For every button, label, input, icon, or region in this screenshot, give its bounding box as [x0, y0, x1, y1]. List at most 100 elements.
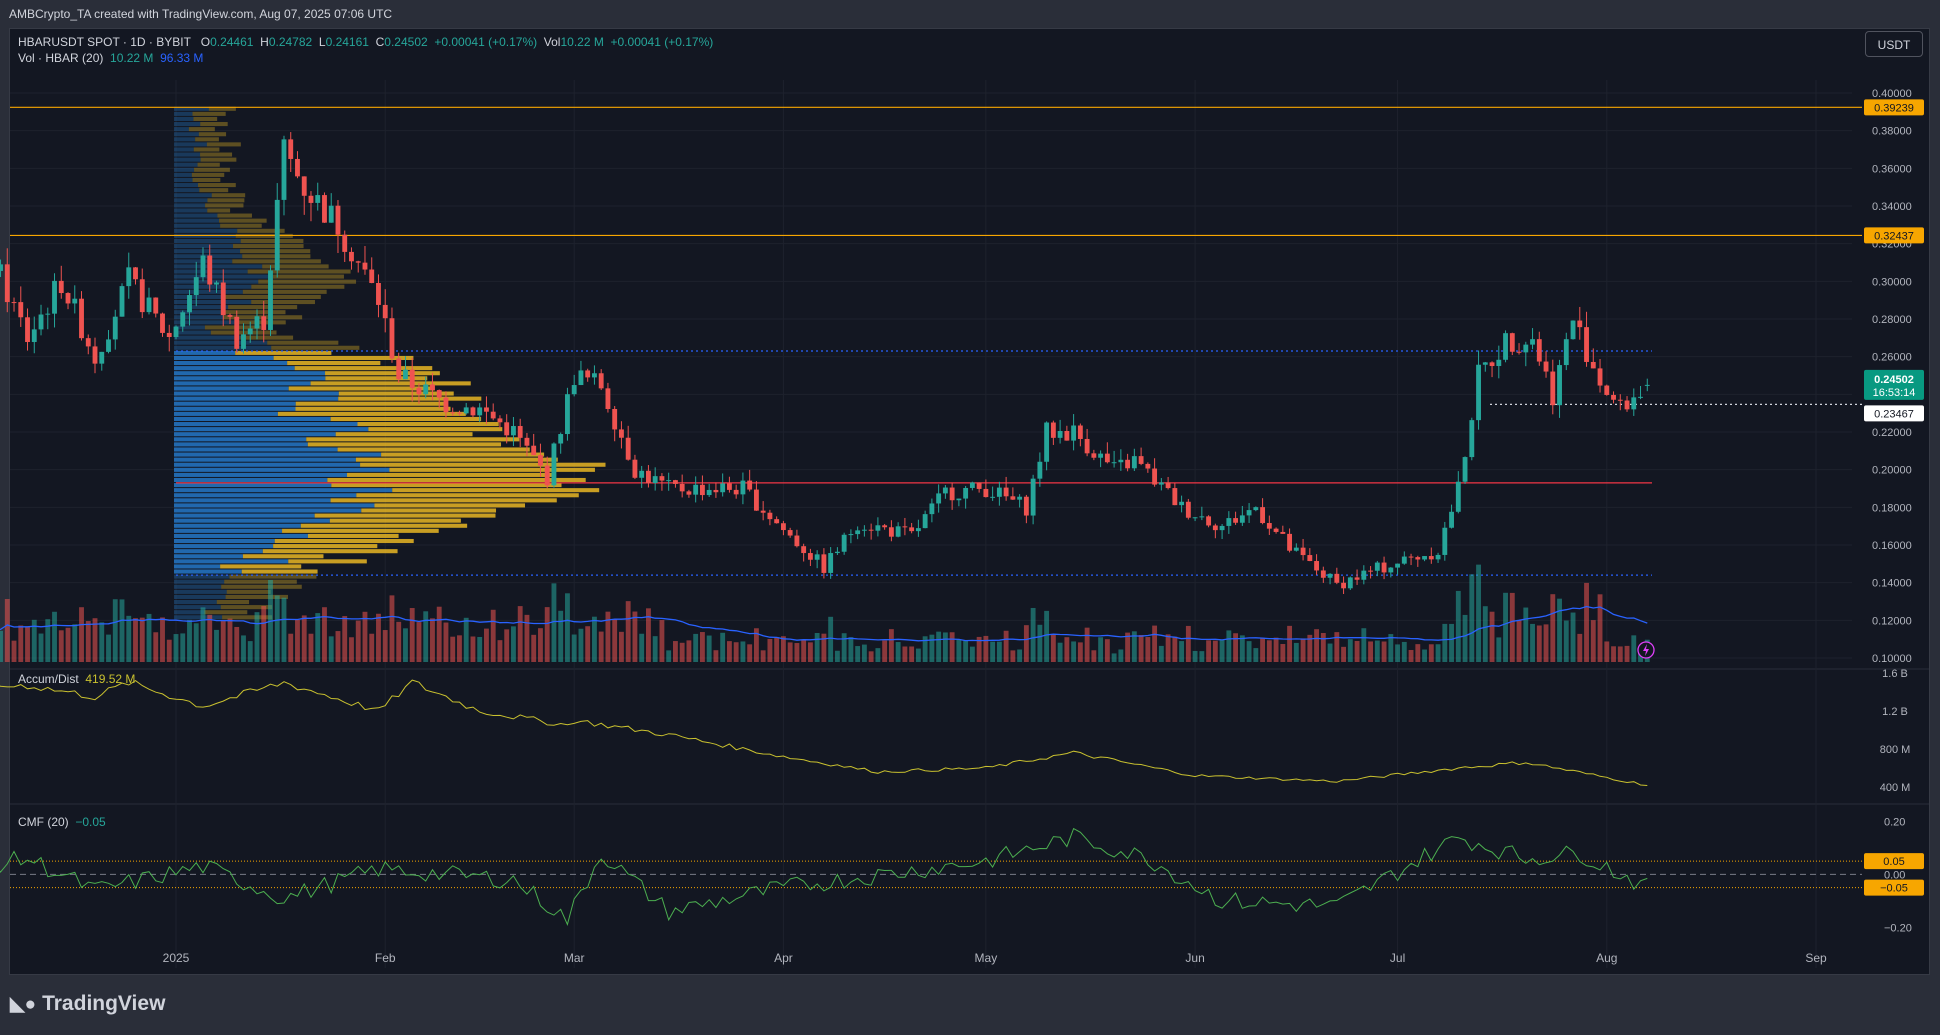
- volume-profile-bar-buy: [174, 371, 326, 376]
- volume-profile-bar-sell: [277, 411, 466, 416]
- volume-bar: [834, 650, 840, 662]
- candle-body: [1003, 487, 1009, 497]
- volume-profile-bar-buy: [174, 544, 274, 549]
- candle-body: [72, 298, 78, 304]
- volume-bar: [133, 618, 138, 662]
- volume-bar: [1408, 649, 1414, 662]
- candle-body: [895, 526, 901, 537]
- candle-body: [241, 334, 246, 349]
- volume-profile-bar-sell: [198, 183, 236, 188]
- candle-body: [396, 358, 402, 380]
- volume-bar: [403, 628, 408, 662]
- volume-bar: [1428, 644, 1434, 662]
- volume-profile-bar-sell: [191, 172, 225, 177]
- price-axis-tick: 0.20000: [1872, 465, 1912, 477]
- volume-bar: [45, 619, 51, 662]
- volume-bar: [227, 618, 233, 662]
- volume-profile-bar-sell: [216, 599, 250, 605]
- lightning-icon-bolt: [1643, 644, 1649, 656]
- volume-bar: [1077, 642, 1083, 662]
- ohlc-legend: HBARUSDT SPOT · 1D · BYBIT O0.24461 H0.2…: [18, 35, 713, 49]
- cmf-legend: CMF (20) −0.05: [18, 815, 106, 829]
- candle-body: [1449, 511, 1454, 528]
- candle-body: [403, 369, 408, 380]
- volume-profile-bar-sell: [225, 294, 321, 299]
- candle-body: [713, 489, 719, 493]
- volume-bar: [1145, 637, 1151, 662]
- volume-profile-bar-sell: [200, 122, 228, 127]
- volume-bar: [1455, 590, 1461, 662]
- volume-profile-bar-sell: [282, 528, 439, 533]
- volume-profile-bar-sell: [220, 605, 273, 610]
- candle-body: [794, 535, 800, 547]
- volume-profile-bar-buy: [174, 299, 252, 305]
- volume-bar: [814, 632, 820, 662]
- resistance-badge-mid: 0.32437: [1864, 227, 1924, 244]
- volume-bar: [1098, 637, 1104, 662]
- volume-profile-bar-buy: [174, 422, 358, 427]
- volume-bar: [1482, 606, 1488, 662]
- candle-body: [720, 483, 726, 493]
- candle-body: [1523, 344, 1529, 353]
- volume-bar: [335, 631, 341, 662]
- volume-bar: [79, 607, 84, 662]
- candle-body: [565, 394, 570, 435]
- volume-profile-bar-sell: [229, 574, 317, 579]
- volume-profile-bar-buy: [174, 198, 208, 203]
- volume-bar: [1388, 634, 1394, 662]
- candle-body: [106, 339, 111, 352]
- volume-bar: [328, 636, 334, 662]
- candle-body: [855, 530, 861, 535]
- open-value: 0.24461: [210, 35, 254, 49]
- candle-body: [362, 262, 368, 270]
- volume-bar: [551, 583, 557, 662]
- candle-body: [679, 483, 685, 492]
- volume-ma-line: [0, 605, 1648, 642]
- candle-body: [261, 316, 267, 330]
- price-axis-tick: 0.34000: [1872, 201, 1912, 213]
- volume-bar: [861, 644, 867, 662]
- tradingview-logo: ◣● TradingView: [10, 992, 165, 1016]
- candle-body: [308, 195, 314, 203]
- volume-bar: [1435, 644, 1441, 662]
- volume-bar: [1368, 641, 1373, 662]
- volume-bar: [470, 636, 476, 662]
- volume-bar: [430, 618, 435, 662]
- candle-body: [200, 255, 206, 278]
- candle-body: [672, 480, 678, 484]
- volume-bar: [1557, 598, 1562, 662]
- resistance-badge-mid-text: 0.32437: [1874, 230, 1914, 242]
- candle-body: [753, 489, 759, 511]
- volume-bar: [699, 632, 705, 662]
- volume-bar: [1071, 641, 1077, 662]
- volume-profile-bar-buy: [174, 238, 241, 244]
- volume-bar: [490, 609, 496, 662]
- candle-body: [322, 195, 327, 223]
- candle-body: [1617, 399, 1623, 401]
- volume-bar: [922, 636, 928, 662]
- volume-bar: [497, 640, 503, 662]
- volume-bar: [821, 633, 827, 662]
- volume-bar: [85, 621, 91, 662]
- volume-bar: [207, 614, 213, 662]
- high-value: 0.24782: [268, 35, 313, 49]
- volume-bar: [241, 635, 246, 662]
- volume-bar: [315, 613, 321, 662]
- volume-bar: [1489, 611, 1495, 662]
- candle-body: [821, 554, 827, 573]
- candle-body: [949, 487, 955, 501]
- candle-body: [1239, 515, 1245, 523]
- candle-body: [1597, 368, 1603, 386]
- last-price-text: 0.24502: [1874, 374, 1914, 386]
- volume-profile-bar-buy: [174, 605, 221, 610]
- volume-bar: [281, 597, 287, 662]
- currency-button[interactable]: USDT: [1865, 31, 1923, 57]
- candle-body: [990, 496, 996, 498]
- candle-body: [268, 270, 273, 330]
- volume-bar: [0, 630, 3, 662]
- volume-bar: [1327, 643, 1333, 662]
- volume-profile-bar-buy: [174, 376, 326, 381]
- candle-body: [1381, 562, 1387, 573]
- volume-profile-bar-sell: [294, 366, 433, 371]
